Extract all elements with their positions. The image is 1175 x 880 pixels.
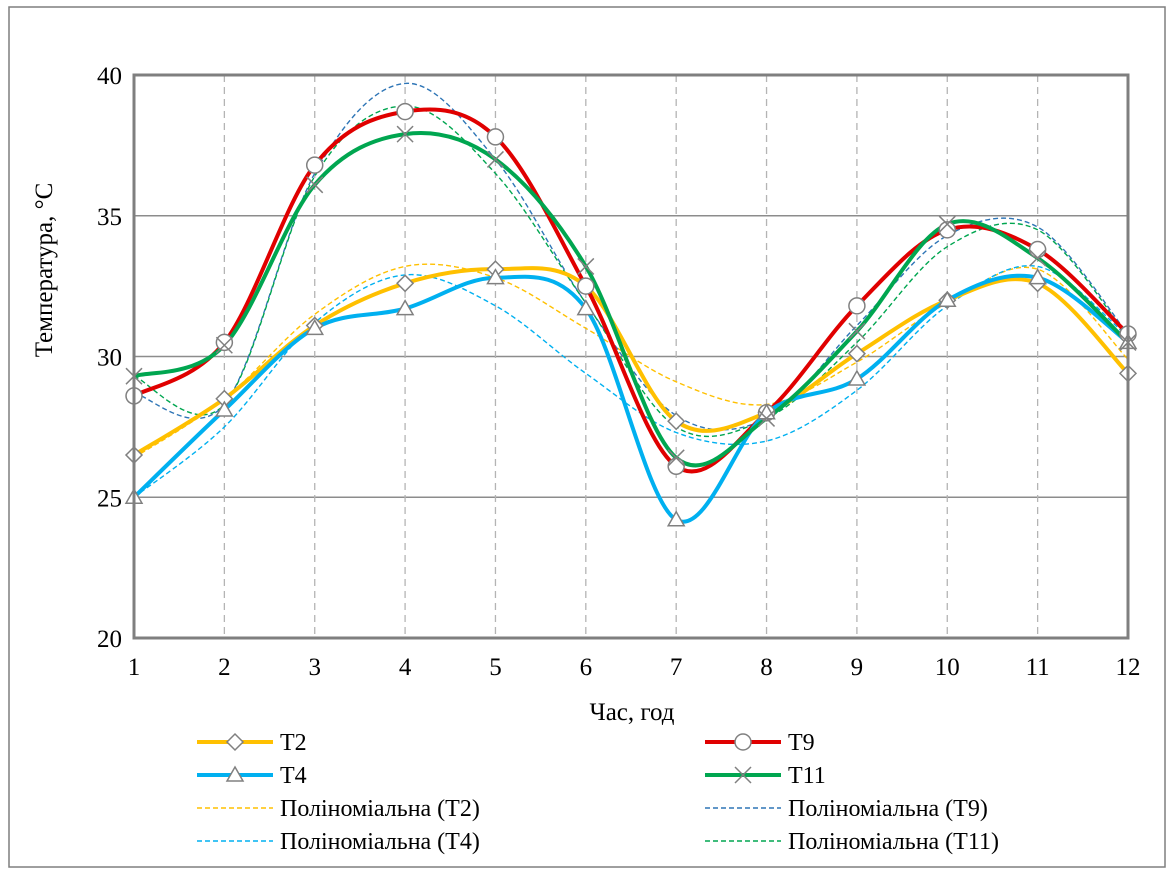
data-point: [305, 156, 324, 174]
plot-area-border: [132, 73, 1130, 640]
legend-label: T2: [280, 730, 307, 756]
data-point: [576, 299, 596, 316]
x-tick-label: 10: [935, 654, 960, 681]
data-point: [577, 257, 595, 275]
data-point: [486, 268, 505, 285]
data-point: [215, 333, 234, 352]
x-tick-label: 9: [851, 654, 864, 681]
data-point: [577, 277, 595, 295]
data-point: [396, 125, 414, 143]
legend-item: Поліноміальна (T2): [197, 796, 480, 822]
data-point: [1028, 240, 1047, 259]
legend-marker: [734, 766, 752, 784]
x-tick-label: 1: [128, 654, 141, 681]
y-tick-label: 25: [97, 485, 122, 512]
y-tick-label: 35: [97, 204, 122, 231]
legend-label: Поліноміальна (T11): [788, 829, 999, 855]
x-tick-label: 4: [399, 654, 412, 681]
data-point: [758, 409, 776, 427]
y-axis-label: Температура, °C: [31, 183, 58, 358]
data-point: [848, 297, 866, 315]
x-tick-label: 6: [580, 654, 593, 681]
legend-marker: [225, 732, 245, 752]
legend-label: T9: [788, 730, 815, 756]
trendline: [133, 105, 1129, 438]
legend-label: Поліноміальна (T2): [280, 796, 480, 822]
series-markers: [124, 102, 1138, 527]
data-point: [847, 369, 867, 386]
legend-item: Поліноміальна (T11): [705, 829, 999, 855]
legend-marker: [734, 733, 752, 751]
x-tick-label: 8: [760, 654, 773, 681]
data-point: [938, 215, 956, 233]
data-point: [848, 322, 866, 340]
data-point: [486, 150, 504, 168]
data-point: [938, 221, 957, 239]
legend-item: T2: [197, 730, 307, 756]
legend-item: T4: [197, 763, 307, 789]
x-tick-label: 7: [670, 654, 683, 681]
data-point: [667, 449, 685, 467]
data-point: [395, 299, 415, 316]
data-point: [847, 344, 866, 363]
legend-item: Поліноміальна (T4): [197, 829, 480, 855]
x-tick-label: 11: [1026, 654, 1050, 681]
legend-marker: [225, 765, 245, 782]
data-point: [215, 336, 233, 354]
x-tick-label: 12: [1116, 654, 1141, 681]
legend-item: Поліноміальна (T9): [705, 796, 988, 822]
data-point: [305, 318, 325, 336]
x-tick-label: 5: [489, 654, 502, 681]
data-point: [937, 290, 957, 307]
data-point: [667, 457, 685, 476]
legend-item: T11: [705, 763, 826, 789]
data-point: [396, 102, 414, 121]
legend-label: T4: [280, 763, 307, 789]
data-point: [215, 400, 234, 417]
legend-label: Поліноміальна (T9): [788, 796, 988, 822]
y-tick-label: 20: [97, 626, 122, 653]
data-point: [667, 412, 686, 431]
legend-item: T9: [705, 730, 815, 756]
x-tick-label: 3: [308, 654, 321, 681]
x-tick-label: 2: [218, 654, 231, 681]
y-tick-label: 30: [97, 345, 122, 372]
data-point: [1029, 249, 1047, 267]
legend-label: Поліноміальна (T4): [280, 829, 480, 855]
data-point: [306, 176, 324, 194]
chart-frame: [8, 6, 1166, 868]
data-point: [486, 128, 505, 146]
legend-label: T11: [788, 763, 826, 789]
data-point: [666, 510, 686, 527]
y-tick-label: 40: [97, 63, 122, 90]
x-axis-label: Час, год: [589, 699, 674, 726]
data-point: [1028, 268, 1047, 285]
data-point: [396, 274, 415, 293]
legend: T2 T9 T4 T11 Поліноміальна (T2) Поліноміальна…: [197, 730, 999, 855]
